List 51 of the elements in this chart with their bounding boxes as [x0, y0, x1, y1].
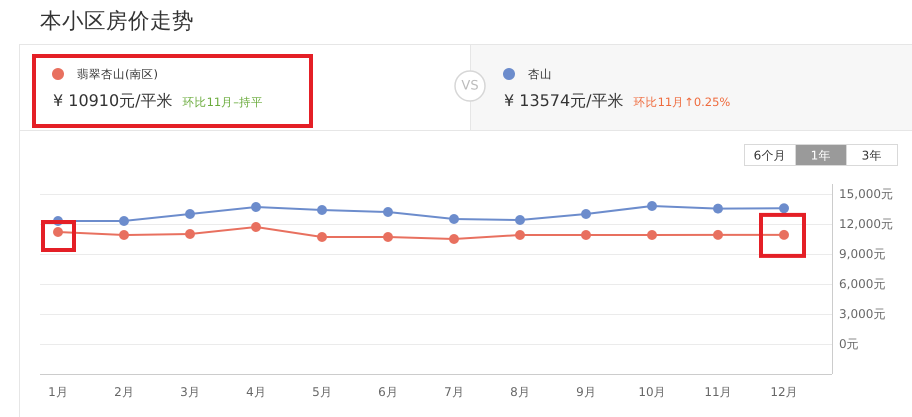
point — [185, 209, 195, 219]
x-tick-label: 2月 — [114, 385, 134, 399]
point — [317, 232, 327, 242]
point — [119, 216, 129, 226]
y-tick-label: 6,000元 — [839, 277, 886, 291]
point — [779, 203, 789, 214]
text: VS — [461, 78, 479, 94]
text: 1年 — [810, 148, 830, 162]
point — [383, 207, 393, 217]
y-tick-label: 3,000元 — [839, 307, 886, 321]
x-tick-label: 10月 — [638, 385, 666, 399]
point — [581, 230, 591, 240]
text: ¥ 10910元/平米 — [53, 91, 173, 110]
text: 6个月 — [754, 148, 786, 162]
point — [515, 230, 525, 240]
x-tick-label: 7月 — [444, 385, 464, 399]
text: 3年 — [862, 148, 882, 162]
point — [449, 234, 459, 244]
point — [383, 232, 393, 242]
point — [515, 215, 525, 225]
y-tick-label: 0元 — [839, 337, 859, 351]
point — [779, 230, 789, 240]
x-tick-label: 3月 — [180, 385, 200, 399]
point — [713, 230, 723, 240]
text: 环比11月–持平 — [182, 95, 263, 109]
x-tick-label: 8月 — [510, 385, 530, 399]
point — [317, 205, 327, 215]
x-tick-label: 4月 — [246, 385, 266, 399]
text: 环比11月↑0.25% — [634, 95, 730, 109]
point — [185, 229, 195, 239]
point — [119, 230, 129, 240]
point — [713, 204, 723, 214]
legend-label: 翡翠杏山(南区) — [77, 67, 158, 81]
point — [449, 214, 459, 224]
legend-label: 杏山 — [528, 67, 552, 81]
point — [647, 230, 657, 240]
y-tick-label: 9,000元 — [839, 247, 886, 261]
point — [251, 202, 261, 212]
x-tick-label: 12月 — [770, 385, 798, 399]
chart-title: 本小区房价走势 — [40, 9, 194, 34]
x-tick-label: 11月 — [704, 385, 732, 399]
x-tick-label: 6月 — [378, 385, 398, 399]
y-tick-label: 15,000元 — [839, 187, 893, 201]
x-tick-label: 9月 — [576, 385, 596, 399]
y-tick-label: 12,000元 — [839, 217, 893, 231]
point — [581, 209, 591, 219]
x-tick-label: 1月 — [48, 385, 68, 399]
point — [251, 222, 261, 232]
text: ¥ 13574元/平米 — [504, 91, 624, 110]
x-tick-label: 5月 — [312, 385, 332, 399]
point — [647, 201, 657, 211]
